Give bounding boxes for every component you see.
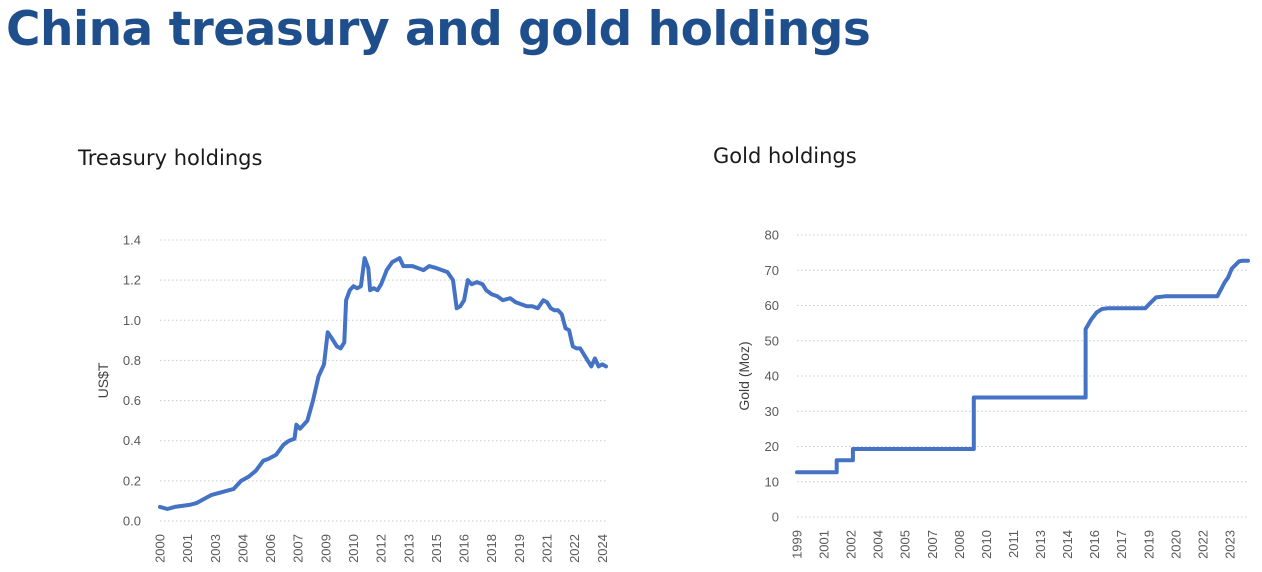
treasury-x-tick-label: 2012 [374,534,389,563]
treasury-y-tick-label: 0.8 [123,353,141,368]
treasury-x-tick-label: 2009 [318,534,333,563]
gold-x-tick-label: 2020 [1168,530,1183,559]
treasury-x-tick-label: 2006 [263,534,278,563]
gold-y-tick-label: 30 [765,404,779,419]
gold-x-tick-label: 2013 [1033,530,1048,559]
gold-x-tick-label: 2002 [844,530,859,559]
gold-x-tick-label: 2022 [1195,530,1210,559]
treasury-y-tick-label: 0.4 [123,433,141,448]
gold-y-tick-label: 10 [765,474,779,489]
gold-chart-title: Gold holdings [713,144,857,168]
treasury-chart-title: Treasury holdings [78,146,263,170]
treasury-y-tick-label: 0.6 [123,393,141,408]
gold-x-tick-label: 2005 [898,530,913,559]
gold-x-tick-label: 2011 [1006,530,1021,558]
gold-x-tick-label: 2010 [979,530,994,559]
treasury-series-line [158,256,608,511]
treasury-x-tick-label: 2015 [429,534,444,563]
gold-x-tick-label: 2008 [952,530,967,559]
gold-x-tick-label: 2007 [925,530,940,559]
treasury-x-tick-label: 2018 [484,534,499,563]
treasury-x-tick-label: 2019 [512,534,527,563]
gold-series-line [795,258,1250,475]
treasury-y-axis-title: US$T [95,362,111,398]
treasury-x-tick-label: 2024 [595,534,610,563]
gold-x-tick-label: 2001 [817,530,832,559]
treasury-x-tick-label: 2010 [346,534,361,563]
treasury-x-tick-label: 2004 [235,534,250,563]
treasury-y-tick-label: 0.2 [123,473,141,488]
gold-y-tick-label: 70 [765,263,779,278]
treasury-y-tick-label: 1.4 [123,233,141,248]
gold-x-tick-label: 2023 [1222,530,1237,559]
treasury-x-tick-label: 2016 [457,534,472,563]
treasury-x-tick-label: 2003 [208,534,223,563]
treasury-x-tick-label: 2022 [567,534,582,563]
treasury-x-tick-label: 2000 [153,534,168,563]
gold-x-tick-label: 2017 [1114,530,1129,559]
gold-y-tick-label: 80 [765,228,779,243]
gold-y-tick-label: 20 [765,439,779,454]
treasury-y-tick-label: 0.0 [123,514,141,529]
gold-y-axis-title: Gold (Moz) [736,341,752,410]
gold-x-tick-label: 2004 [871,530,886,559]
treasury-x-tick-label: 2021 [540,534,555,563]
treasury-y-tick-label: 1.0 [123,313,141,328]
treasury-x-tick-label: 2013 [401,534,416,563]
gold-y-tick-label: 0 [772,510,779,525]
treasury-x-tick-label: 2001 [180,534,195,563]
page-title: China treasury and gold holdings [6,2,871,57]
treasury-y-tick-label: 1.2 [123,273,141,288]
gold-y-tick-label: 50 [765,333,779,348]
treasury-x-tick-label: 2007 [291,534,306,563]
gold-x-tick-label: 2019 [1141,530,1156,559]
gold-x-tick-label: 2016 [1087,530,1102,559]
gold-x-tick-label: 2014 [1060,530,1075,559]
gold-y-tick-label: 60 [765,298,779,313]
gold-y-tick-label: 40 [765,369,779,384]
gold-x-tick-label: 1999 [790,530,805,559]
